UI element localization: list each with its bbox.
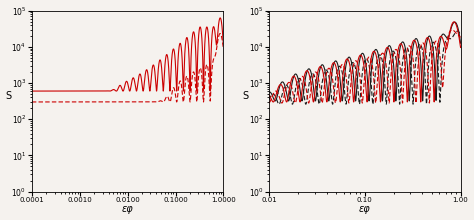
Y-axis label: S: S bbox=[6, 91, 12, 101]
X-axis label: εφ: εφ bbox=[359, 204, 371, 214]
X-axis label: εφ: εφ bbox=[122, 204, 134, 214]
Y-axis label: S: S bbox=[243, 91, 249, 101]
